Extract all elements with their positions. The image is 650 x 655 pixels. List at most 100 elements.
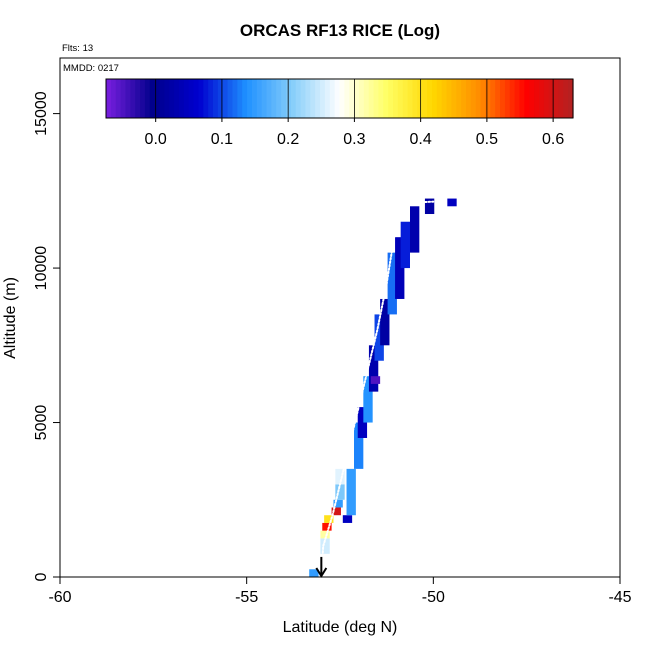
colorbar-swatch-18 <box>193 79 200 118</box>
heatmap-cell-23 <box>447 198 457 207</box>
colorbar-swatch-72 <box>456 79 462 118</box>
colorbar-swatch-51 <box>354 79 360 118</box>
colorbar-swatch-89 <box>538 79 545 118</box>
heatmap-cell-15 <box>370 376 381 384</box>
x-tick-label-2: -50 <box>422 589 445 606</box>
colorbar-swatch-67 <box>431 79 438 118</box>
colorbar-swatch-64 <box>417 79 423 118</box>
y-tick-label-3: 15000 <box>33 91 50 136</box>
colorbar-swatch-29 <box>247 79 253 118</box>
heatmap-cell-1 <box>320 538 330 554</box>
colorbar-swatch-78 <box>485 79 491 118</box>
colorbar-swatch-80 <box>495 79 501 118</box>
colorbar-swatch-62 <box>407 79 414 118</box>
heatmap-cell-11 <box>354 422 364 469</box>
colorbar-swatch-9 <box>149 79 156 118</box>
colorbar-swatch-54 <box>368 79 375 118</box>
colorbar-swatch-4 <box>125 79 131 118</box>
colorbar-swatch-20 <box>203 79 209 118</box>
colorbar-swatch-8 <box>144 79 151 118</box>
colorbar-swatch-55 <box>373 79 380 118</box>
heatmap-cell-22 <box>424 198 435 215</box>
colorbar-swatch-60 <box>397 79 404 118</box>
x-axis-label: Latitude (deg N) <box>283 619 398 636</box>
colorbar-swatch-23 <box>217 79 224 118</box>
colorbar-swatch-42 <box>310 79 316 118</box>
colorbar-swatch-57 <box>383 79 389 118</box>
colorbar-tick-label-3: 0.3 <box>343 131 365 148</box>
colorbar-swatch-65 <box>422 79 428 118</box>
colorbar-swatch-71 <box>451 79 457 118</box>
colorbar-swatch-22 <box>213 79 219 118</box>
colorbar-swatch-3 <box>120 79 127 118</box>
colorbar-swatch-92 <box>553 79 560 118</box>
colorbar-swatch-11 <box>159 79 165 118</box>
colorbar-swatch-28 <box>242 79 248 118</box>
heatmap-cell-19 <box>395 237 405 299</box>
colorbar-swatch-34 <box>271 79 277 118</box>
colorbar-swatch-58 <box>388 79 394 118</box>
x-tick-label-1: -55 <box>235 589 258 606</box>
colorbar-swatch-2 <box>115 79 122 118</box>
colorbar-swatch-75 <box>470 79 477 118</box>
colorbar-swatch-17 <box>188 79 195 118</box>
colorbar-swatch-83 <box>509 79 516 118</box>
colorbar-swatch-56 <box>378 79 384 118</box>
heatmap-cell-14 <box>368 345 379 392</box>
heatmap-cell-21 <box>410 206 420 253</box>
heatmap-cell-2 <box>320 530 330 539</box>
y-tick-label-0: 0 <box>33 572 50 581</box>
colorbar-tick-label-6: 0.6 <box>542 131 564 148</box>
colorbar-swatch-39 <box>295 79 302 118</box>
colorbar-swatch-59 <box>393 79 399 118</box>
colorbar-swatch-6 <box>135 79 141 118</box>
y-tick-label-2: 10000 <box>33 246 50 291</box>
colorbar-tick-label-1: 0.1 <box>211 131 233 148</box>
colorbar-swatch-93 <box>558 79 564 118</box>
chart-title: ORCAS RF13 RICE (Log) <box>240 21 440 40</box>
colorbar-swatch-85 <box>519 79 525 118</box>
heatmap-cell-5 <box>331 507 341 516</box>
colorbar-swatch-82 <box>504 79 511 118</box>
x-tick-label-3: -45 <box>608 589 631 606</box>
colorbar-swatch-41 <box>305 79 311 118</box>
colorbar-swatch-38 <box>290 79 297 118</box>
colorbar-swatch-35 <box>276 79 282 118</box>
colorbar-swatch-47 <box>334 79 341 118</box>
colorbar-swatch-94 <box>563 79 569 118</box>
heatmap-cell-10 <box>346 468 356 516</box>
y-tick-label-1: 5000 <box>33 405 50 441</box>
heatmap-cell-4 <box>324 515 334 523</box>
colorbar-swatch-79 <box>490 79 496 118</box>
x-tick-label-0: -60 <box>48 589 71 606</box>
colorbar-swatch-88 <box>534 79 540 118</box>
colorbar-swatch-10 <box>154 79 161 118</box>
colorbar-swatch-7 <box>140 79 146 118</box>
date-annotation: MMDD: 0217 <box>63 63 119 74</box>
colorbar-swatch-77 <box>480 79 487 118</box>
colorbar-tick-label-4: 0.4 <box>410 131 432 148</box>
flights-annotation: Flts: 13 <box>62 43 93 54</box>
colorbar-swatch-81 <box>500 79 506 118</box>
colorbar-swatch-52 <box>358 79 365 118</box>
colorbar-swatch-0 <box>106 79 112 118</box>
colorbar-swatch-33 <box>266 79 272 118</box>
colorbar-swatch-24 <box>222 79 229 118</box>
colorbar-swatch-74 <box>465 79 472 118</box>
colorbar-tick-label-2: 0.2 <box>277 131 299 148</box>
colorbar-swatch-12 <box>164 79 170 118</box>
flight-track-line <box>320 200 435 578</box>
colorbar-swatch-73 <box>461 79 467 118</box>
colorbar-swatch-50 <box>349 79 355 118</box>
plot-area: 0.0 0.1 0.2 0.3 0.4 0.5 0.6 -60 -55 -50 -45 0 5000 10… <box>33 57 632 606</box>
colorbar-swatch-46 <box>329 79 336 118</box>
heatmap-cell-3 <box>322 522 332 531</box>
colorbar-swatch-5 <box>130 79 136 118</box>
colorbar-swatch-68 <box>436 79 443 118</box>
colorbar-swatch-66 <box>427 79 433 118</box>
colorbar-swatch-44 <box>320 79 326 118</box>
colorbar-swatch-86 <box>524 79 530 118</box>
colorbar-swatch-27 <box>237 79 243 118</box>
colorbar-swatch-84 <box>514 79 521 118</box>
